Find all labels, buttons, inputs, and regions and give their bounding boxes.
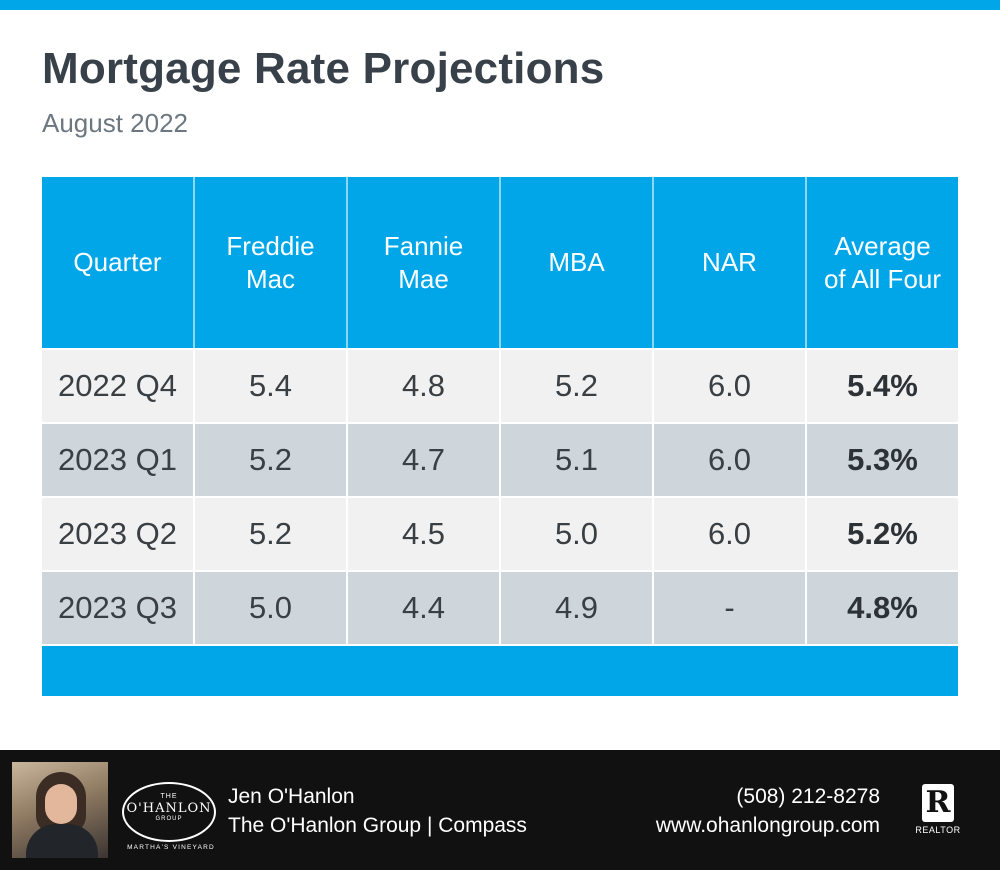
mortgage-rate-table: Quarter Freddie Mac Fannie Mae MBA NAR Ave… [42,177,958,695]
cell-average: 5.3% [807,424,958,496]
cell-nar: 6.0 [654,424,805,496]
page-subtitle: August 2022 [42,108,188,139]
cell-fannie-mae: 4.4 [348,572,499,644]
realtor-icon: R [922,784,954,822]
table-footer-bar [42,646,958,696]
cell-average: 5.4% [807,350,958,422]
realtor-badge: R REALTOR [914,784,966,842]
column-header-fannie-mae: Fannie Mae [348,177,501,348]
website-link[interactable]: www.ohanlongroup.com [656,814,880,838]
table-row: 2022 Q4 5.4 4.8 5.2 6.0 5.4% [42,350,958,422]
table-row: 2023 Q3 5.0 4.4 4.9 - 4.8% [42,572,958,644]
cell-freddie-mac: 5.0 [195,572,346,644]
cell-fannie-mae: 4.5 [348,498,499,570]
agent-photo [12,762,108,858]
table-row: 2023 Q1 5.2 4.7 5.1 6.0 5.3% [42,424,958,496]
cell-freddie-mac: 5.2 [195,498,346,570]
column-header-freddie-mac: Freddie Mac [195,177,348,348]
column-header-mba: MBA [501,177,654,348]
cell-mba: 4.9 [501,572,652,644]
agent-footer: THE O'HANLON GROUP MARTHA'S VINEYARD Jen… [0,750,1000,870]
column-header-average: Average of All Four [807,177,958,348]
cell-nar: - [654,572,805,644]
cell-average: 5.2% [807,498,958,570]
cell-quarter: 2023 Q2 [42,498,193,570]
cell-quarter: 2023 Q1 [42,424,193,496]
agent-company: The O'Hanlon Group | Compass [228,814,527,838]
phone-number[interactable]: (508) 212-8278 [736,785,880,809]
cell-mba: 5.0 [501,498,652,570]
cell-fannie-mae: 4.7 [348,424,499,496]
page-title: Mortgage Rate Projections [42,44,604,94]
cell-average: 4.8% [807,572,958,644]
column-header-nar: NAR [654,177,807,348]
column-header-quarter: Quarter [42,177,195,348]
cell-quarter: 2023 Q3 [42,572,193,644]
logo-tagline: MARTHA'S VINEYARD [112,844,230,851]
table-row: 2023 Q2 5.2 4.5 5.0 6.0 5.2% [42,498,958,570]
top-accent-bar [0,0,1000,10]
cell-freddie-mac: 5.2 [195,424,346,496]
realtor-label: REALTOR [914,825,962,835]
cell-nar: 6.0 [654,350,805,422]
cell-mba: 5.1 [501,424,652,496]
agent-name: Jen O'Hanlon [228,785,355,809]
cell-fannie-mae: 4.8 [348,350,499,422]
cell-nar: 6.0 [654,498,805,570]
table-header-row: Quarter Freddie Mac Fannie Mae MBA NAR Ave… [42,177,958,348]
cell-freddie-mac: 5.4 [195,350,346,422]
ohanlon-group-logo: THE O'HANLON GROUP [122,782,216,842]
cell-mba: 5.2 [501,350,652,422]
cell-quarter: 2022 Q4 [42,350,193,422]
